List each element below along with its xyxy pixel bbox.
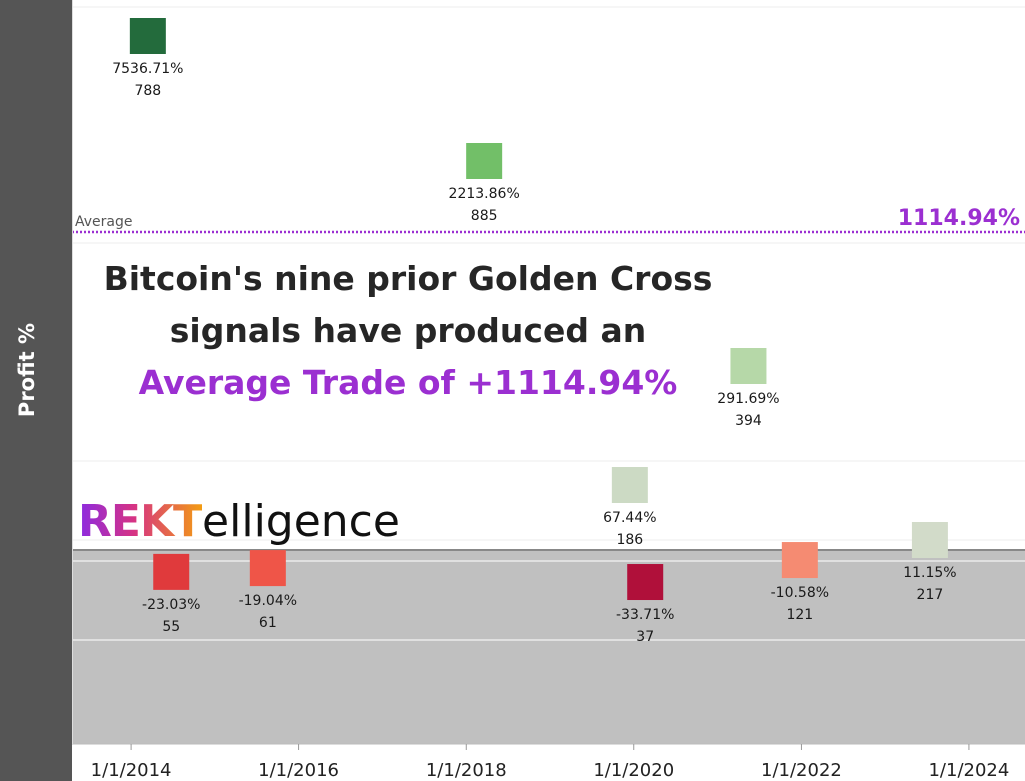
profit-label-8: -10.58% (771, 585, 829, 601)
y-axis-label: Profit % (15, 322, 39, 418)
days-label-6: 37 (636, 629, 654, 645)
average-value-label: 1114.94% (898, 206, 1020, 231)
y-axis-panel: Profit % (0, 0, 72, 781)
headline-line-1: Bitcoin's nine prior Golden Cross (103, 259, 713, 298)
data-point-7 (730, 348, 767, 384)
chart-svg: Average 1114.94% 7536.71% 788 -23.03% 55 -19.0… (72, 0, 1025, 781)
days-label-2: 55 (162, 619, 180, 635)
x-tick-label-4: 1/1/2022 (761, 760, 842, 781)
chart-area: Average 1114.94% 7536.71% 788 -23.03% 55 -19.0… (72, 0, 1025, 781)
headline: Bitcoin's nine prior Golden Cross signal… (90, 253, 726, 409)
days-label-7: 394 (735, 413, 762, 429)
x-tick-label-1: 1/1/2016 (258, 760, 339, 781)
x-tick-label-3: 1/1/2020 (593, 760, 674, 781)
profit-label-4: 2213.86% (449, 186, 520, 202)
days-label-1: 788 (134, 83, 161, 99)
days-label-9: 217 (917, 587, 944, 603)
profit-label-5: 67.44% (603, 510, 656, 526)
logo-rest: elligence (202, 496, 400, 547)
days-label-5: 186 (616, 532, 643, 548)
profit-label-9: 11.15% (903, 565, 956, 581)
data-point-5 (611, 467, 648, 503)
days-label-3: 61 (259, 615, 277, 631)
x-tick-label-0: 1/1/2014 (91, 760, 172, 781)
rektelligence-logo: REKTelligence (78, 496, 400, 548)
profit-label-7: 291.69% (717, 391, 779, 407)
profit-label-2: -23.03% (142, 597, 200, 613)
profit-label-6: -33.71% (616, 607, 674, 623)
average-label: Average (75, 214, 133, 230)
data-point-6 (627, 564, 664, 601)
profit-label-1: 7536.71% (112, 61, 183, 77)
data-point-8 (781, 542, 818, 579)
headline-line-3: Average Trade of +1114.94% (138, 363, 678, 402)
days-label-8: 121 (786, 607, 813, 623)
headline-line-2: signals have produced an (169, 311, 647, 350)
negative-region-band (72, 550, 1025, 744)
data-point-9 (911, 522, 948, 558)
days-label-4: 885 (471, 208, 498, 224)
logo-brand: REKT (78, 496, 203, 547)
x-tick-label-2: 1/1/2018 (426, 760, 507, 781)
data-point-4 (466, 143, 503, 179)
data-point-1 (129, 18, 166, 54)
data-point-3 (249, 550, 286, 587)
profit-label-3: -19.04% (239, 593, 297, 609)
x-tick-label-5: 1/1/2024 (928, 760, 1009, 781)
data-point-2 (153, 553, 190, 590)
